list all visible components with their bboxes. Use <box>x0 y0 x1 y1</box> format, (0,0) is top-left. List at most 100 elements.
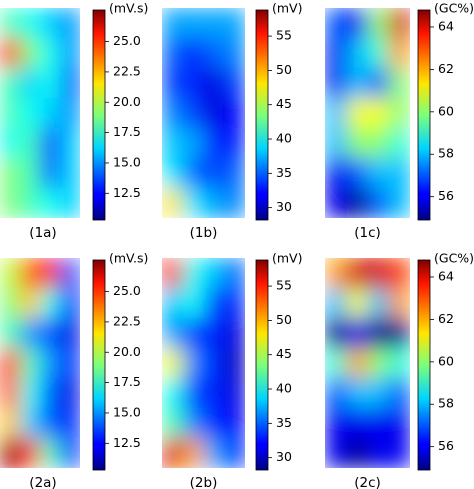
heatmap-cell <box>162 128 184 159</box>
heatmap-cell <box>224 288 245 319</box>
heatmap-cell <box>20 348 41 379</box>
colorbar-tick-label: 58 <box>438 396 454 411</box>
heatmap-cell <box>388 258 410 289</box>
heatmap-cell <box>60 258 80 289</box>
heatmap-cell <box>367 38 390 69</box>
heatmap-cell <box>203 188 225 218</box>
heatmap-cell <box>224 258 245 289</box>
heatmap-cell <box>0 438 21 468</box>
heatmap-cell <box>325 258 347 289</box>
panel: 12.5 15.0 17.5 20.0 22.5 25.0 (mV.s) (1a) <box>0 1 148 241</box>
heatmap-cell <box>203 128 225 159</box>
colorbar-tick-label: 35 <box>276 415 292 430</box>
heatmap-cell <box>182 438 204 468</box>
heatmap-cell <box>346 128 368 159</box>
colorbar-tick-label: 58 <box>438 146 454 161</box>
colorbar-tick-label: 40 <box>276 131 292 146</box>
panel-label: (2c) <box>354 475 381 489</box>
heatmap-cell <box>203 8 225 39</box>
heatmap-cell <box>162 188 184 218</box>
heatmap-cell <box>0 188 21 218</box>
heatmap-cell <box>182 288 204 319</box>
heatmap-cell <box>20 288 41 319</box>
heatmap-cell <box>388 438 410 468</box>
heatmap-cell <box>60 8 80 39</box>
heatmap-cell <box>182 68 204 99</box>
heatmap-cell <box>162 158 184 189</box>
heatmap-cell <box>367 378 390 409</box>
heatmap-cell <box>162 378 184 409</box>
heatmap-cell <box>367 8 390 39</box>
heatmap-cell <box>203 378 225 409</box>
heatmap-cell <box>0 378 21 409</box>
heatmap-cell <box>203 68 225 99</box>
heatmap-cell <box>40 98 61 129</box>
heatmap-cell <box>0 38 21 69</box>
colorbar-tick-label: 20.0 <box>113 94 141 109</box>
heatmap-cell <box>346 408 368 439</box>
heatmap-field <box>325 258 410 468</box>
heatmap-cell <box>224 68 245 99</box>
colorbar-tick-label: 22.5 <box>113 313 141 328</box>
panel-label: (2b) <box>190 475 218 489</box>
colorbar-tick-label: 56 <box>438 438 454 453</box>
heatmap-field <box>0 258 80 468</box>
heatmap-cell <box>40 348 61 379</box>
colorbar-tick-label: 60 <box>438 103 454 118</box>
heatmap-cell <box>224 98 245 129</box>
heatmap-cell <box>0 408 21 439</box>
heatmap-cell <box>367 68 390 99</box>
colorbar-tick-label: 62 <box>438 311 454 326</box>
heatmap-cell <box>20 258 41 289</box>
heatmap-cell <box>182 348 204 379</box>
heatmap-cell <box>388 408 410 439</box>
heatmap-cell <box>203 348 225 379</box>
heatmap-cell <box>388 38 410 69</box>
heatmap-cell <box>40 158 61 189</box>
heatmap-cell <box>224 438 245 468</box>
heatmap-cell <box>162 318 184 349</box>
heatmap-cell <box>60 348 80 379</box>
heatmap-cell <box>20 38 41 69</box>
colorbar-tick-label: 30 <box>276 449 292 464</box>
heatmap-cell <box>224 348 245 379</box>
heatmap-cell <box>60 158 80 189</box>
colorbar-tick-label: 17.5 <box>113 124 141 139</box>
heatmap-cell <box>367 288 390 319</box>
heatmap-cell <box>203 438 225 468</box>
heatmap-cell <box>40 408 61 439</box>
heatmap-cell <box>60 438 80 468</box>
colorbar <box>417 259 431 471</box>
heatmap-cell <box>203 158 225 189</box>
heatmap-cell <box>60 188 80 218</box>
heatmap-cell <box>367 158 390 189</box>
heatmap-cell <box>20 128 41 159</box>
heatmap <box>0 258 80 468</box>
heatmap-cell <box>346 318 368 349</box>
heatmap-cell <box>346 158 368 189</box>
colorbar-tick-label: 64 <box>438 268 454 283</box>
heatmap-cell <box>203 288 225 319</box>
colorbar-tick-label: 20.0 <box>113 344 141 359</box>
heatmap <box>162 8 245 218</box>
heatmap-cell <box>224 38 245 69</box>
colorbar <box>255 9 269 221</box>
heatmap-cell <box>0 128 21 159</box>
heatmap-cell <box>40 258 61 289</box>
colorbar-tick-label: 15.0 <box>113 404 141 419</box>
heatmap-cell <box>224 378 245 409</box>
heatmap-cell <box>346 8 368 39</box>
colorbar-tick-label: 40 <box>276 381 292 396</box>
heatmap-cell <box>182 188 204 218</box>
heatmap-cell <box>40 318 61 349</box>
heatmap-cell <box>0 258 21 289</box>
colorbar-label: (mV.s) <box>109 251 148 266</box>
colorbar-tick-label: 30 <box>276 199 292 214</box>
colorbar <box>417 9 431 221</box>
heatmap-cell <box>0 318 21 349</box>
colorbar-tick-label: 50 <box>276 312 292 327</box>
heatmap-cell <box>40 68 61 99</box>
heatmap-cell <box>388 98 410 129</box>
